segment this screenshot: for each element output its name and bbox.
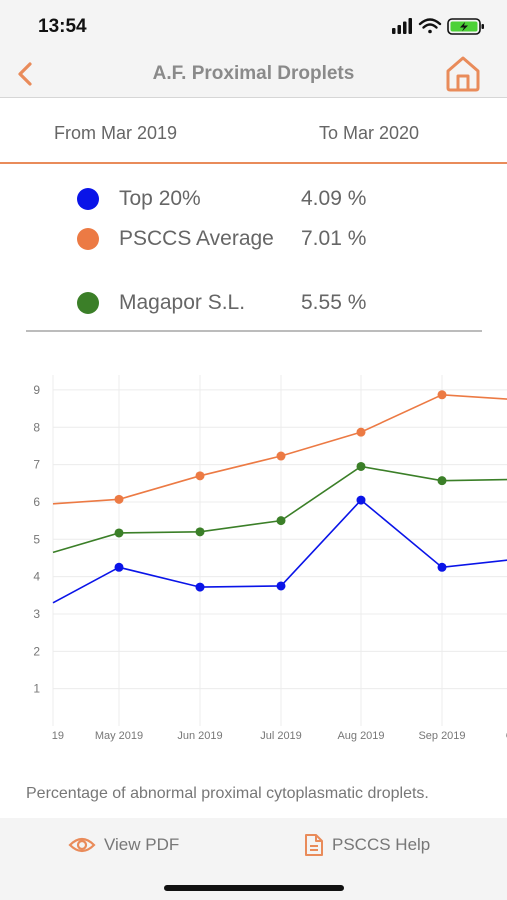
- data-point: [356, 461, 366, 471]
- legend-dot: [77, 292, 99, 314]
- series-line: [52, 393, 507, 505]
- chevron-left-icon: [18, 62, 32, 86]
- data-point: [276, 451, 286, 461]
- y-tick-label: 7: [33, 458, 40, 472]
- data-point: [437, 476, 447, 486]
- data-point: [437, 390, 447, 400]
- y-tick-label: 8: [33, 420, 40, 434]
- data-point: [195, 527, 205, 537]
- legend-name: Top 20%: [119, 187, 201, 210]
- view-pdf-label: View PDF: [104, 835, 180, 854]
- status-time: 13:54: [38, 16, 87, 37]
- data-point: [195, 471, 205, 481]
- chart-description: Percentage of abnormal proximal cytoplas…: [26, 785, 429, 802]
- legend-value: 5.55 %: [301, 291, 367, 314]
- date-range: From Mar 2019 To Mar 2020: [0, 99, 507, 164]
- x-tick-label: May 2019: [95, 730, 143, 742]
- data-point: [114, 562, 124, 572]
- x-tick-label: O: [506, 730, 507, 742]
- legend-name: PSCCS Average: [119, 227, 274, 250]
- status-icons: [392, 18, 484, 35]
- battery-icon: [447, 18, 484, 35]
- x-tick-label: Jun 2019: [177, 730, 222, 742]
- page-title: A.F. Proximal Droplets: [152, 63, 355, 84]
- legend-dot: [77, 228, 99, 250]
- bottom-toolbar: View PDF PSCCS Help: [0, 818, 507, 900]
- y-tick-label: 2: [33, 644, 40, 658]
- legend-value: 4.09 %: [301, 187, 367, 210]
- legend: Top 20% 4.09 % PSCCS Average 7.01 % Maga…: [0, 165, 507, 335]
- data-point: [114, 528, 124, 538]
- nav-bar: A.F. Proximal Droplets: [0, 50, 507, 98]
- psccs-help-label: PSCCS Help: [332, 835, 431, 854]
- wifi-icon: [418, 18, 442, 34]
- y-tick-label: 6: [33, 495, 40, 509]
- y-tick-label: 4: [33, 570, 40, 584]
- data-point: [276, 516, 286, 526]
- y-tick-label: 9: [33, 383, 40, 397]
- data-point: [195, 582, 205, 592]
- data-point: [356, 427, 366, 437]
- y-tick-label: 1: [33, 682, 40, 696]
- y-tick-label: 5: [33, 532, 40, 546]
- legend-divider: [26, 330, 482, 332]
- x-tick-label: Jul 2019: [260, 730, 302, 742]
- signal-icon: [392, 18, 412, 34]
- document-icon: [305, 834, 323, 856]
- x-tick-label: 19: [52, 730, 64, 742]
- date-to[interactable]: To Mar 2020: [319, 123, 420, 143]
- legend-name: Magapor S.L.: [119, 291, 246, 314]
- data-point: [114, 494, 124, 504]
- x-tick-label: Aug 2019: [337, 730, 384, 742]
- home-icon: [446, 56, 480, 92]
- y-tick-label: 3: [33, 607, 40, 621]
- psccs-help-button[interactable]: PSCCS Help: [304, 832, 430, 858]
- line-chart[interactable]: 1 2 3 4 5 6 7 8 9 19 May 2019 Jun 2019 Jul 2019 Aug 2…: [0, 365, 507, 755]
- data-point: [276, 581, 286, 591]
- legend-value: 7.01 %: [301, 227, 367, 250]
- legend-dot: [77, 188, 99, 210]
- data-point: [356, 495, 366, 505]
- home-button[interactable]: [443, 54, 483, 94]
- date-from[interactable]: From Mar 2019: [54, 123, 178, 143]
- data-point: [437, 562, 447, 572]
- back-button[interactable]: [8, 56, 42, 92]
- eye-icon: [68, 837, 96, 853]
- status-bar: 13:54: [0, 0, 507, 50]
- view-pdf-button[interactable]: View PDF: [68, 832, 179, 858]
- home-indicator: [164, 885, 344, 891]
- x-tick-label: Sep 2019: [418, 730, 465, 742]
